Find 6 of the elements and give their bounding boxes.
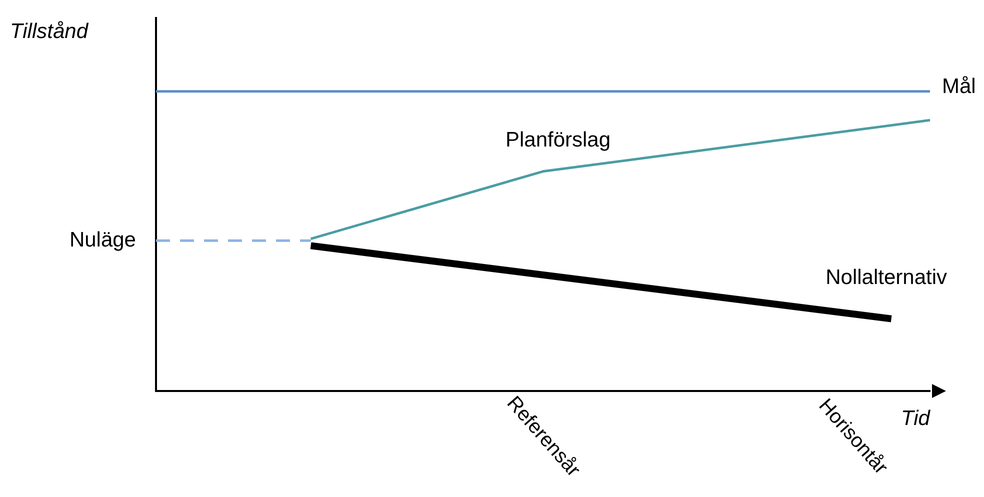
x-axis-title: Tid bbox=[901, 406, 932, 430]
series-label: Nuläge bbox=[69, 228, 136, 252]
y-axis-title: Tillstånd bbox=[10, 20, 90, 43]
series-label: Mål bbox=[942, 75, 976, 98]
series-label: Nollalternativ bbox=[826, 266, 948, 290]
series-label: Planförslag bbox=[505, 128, 611, 152]
